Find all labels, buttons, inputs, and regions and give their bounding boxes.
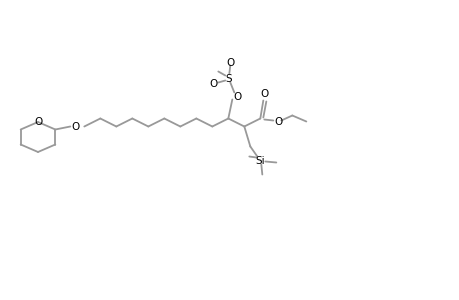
Text: O: O	[233, 92, 241, 101]
Text: O: O	[260, 88, 268, 98]
Text: O: O	[71, 122, 79, 131]
Text: O: O	[274, 116, 282, 127]
Text: O: O	[209, 79, 217, 88]
Text: S: S	[224, 74, 231, 83]
Text: O: O	[226, 58, 234, 68]
Text: Si: Si	[255, 155, 264, 166]
Text: O: O	[35, 117, 43, 127]
